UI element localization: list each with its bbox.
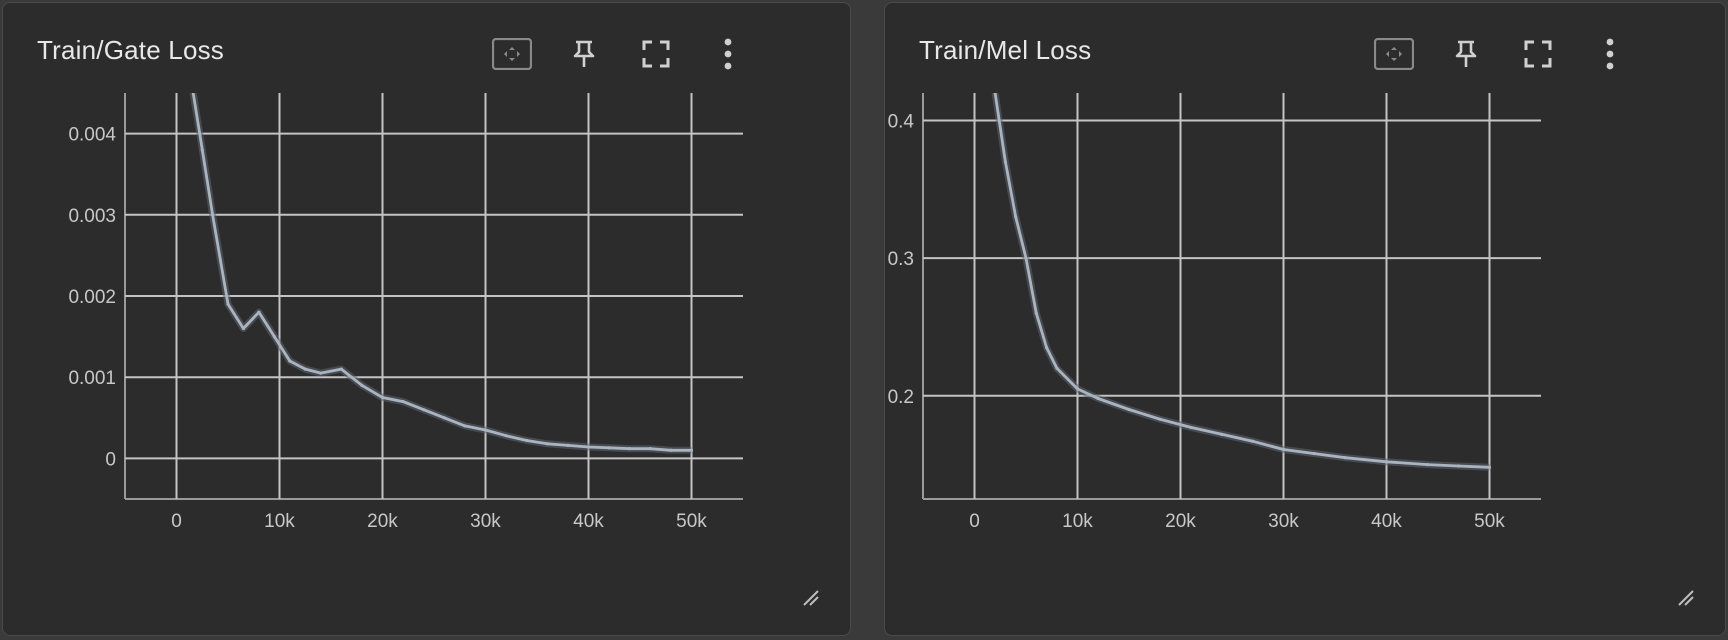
data-point: [1055, 366, 1059, 370]
series-raw-line: [189, 93, 692, 454]
series-line: [191, 93, 692, 452]
data-point: [380, 395, 385, 400]
data-point: [1127, 407, 1131, 412]
resize-handle-icon[interactable]: [802, 589, 820, 607]
data-point: [1024, 256, 1028, 260]
data-point: [190, 83, 193, 86]
x-tick-label: 10k: [1062, 511, 1093, 532]
data-point: [442, 416, 446, 420]
data-point: [303, 367, 307, 371]
data-point: [628, 447, 632, 451]
data-point: [545, 442, 549, 446]
data-point: [1457, 464, 1461, 468]
pin-icon[interactable]: [561, 31, 607, 77]
fullscreen-icon[interactable]: [1515, 31, 1561, 77]
data-point: [1189, 425, 1193, 430]
chart-title: Train/Mel Loss: [919, 35, 1092, 65]
data-point: [1096, 396, 1100, 401]
data-point: [1384, 460, 1389, 464]
x-tick-label: 10k: [264, 511, 295, 532]
data-point: [1281, 447, 1286, 452]
series-line: [993, 93, 1490, 469]
fit-domain-icon[interactable]: [1371, 31, 1417, 77]
x-tick-label: 0: [171, 511, 182, 532]
x-tick-label: 20k: [367, 511, 398, 532]
data-point: [607, 446, 611, 450]
x-tick-label: 0: [969, 511, 980, 532]
data-point: [1251, 439, 1255, 443]
data-point: [401, 399, 405, 404]
y-tick-label: 0.001: [68, 368, 116, 389]
data-point: [586, 445, 591, 449]
data-point: [1045, 346, 1049, 350]
data-point: [1220, 432, 1224, 436]
data-point: [669, 448, 673, 452]
data-point: [1034, 311, 1038, 315]
y-tick-label: 0.003: [68, 206, 116, 227]
chart-card-gate-loss: Train/Gate Loss 0 10k 20k 30k 40k 50k 0 0.001 0.…: [2, 2, 851, 636]
resize-handle-icon[interactable]: [1677, 589, 1695, 607]
data-point: [648, 447, 652, 451]
data-point: [210, 213, 215, 217]
data-point: [200, 148, 204, 152]
data-point: [422, 408, 426, 412]
data-point: [1158, 417, 1162, 421]
data-point: [1075, 387, 1080, 391]
plot-area[interactable]: 0 10k 20k 30k 40k 50k 0 0.001 0.002 0.003 0.004: [3, 3, 852, 637]
chart-title: Train/Gate Loss: [37, 35, 225, 65]
data-point: [288, 359, 292, 363]
x-tick-label: 50k: [1474, 511, 1505, 532]
y-tick-label: 0.2: [888, 387, 914, 408]
data-point: [1426, 462, 1430, 467]
data-point: [272, 335, 276, 339]
data-point: [1343, 456, 1347, 460]
data-point: [993, 93, 997, 95]
data-point: [504, 434, 508, 438]
data-point: [319, 371, 323, 375]
data-point: [339, 367, 343, 371]
data-point: [566, 443, 570, 448]
data-point: [1312, 451, 1316, 456]
data-point: [226, 302, 230, 306]
x-tick-label: 40k: [1371, 511, 1402, 532]
y-tick-label: 0: [105, 449, 116, 470]
data-point: [483, 428, 488, 432]
data-point: [257, 310, 261, 314]
y-tick-label: 0.3: [888, 249, 914, 270]
data-point: [689, 448, 694, 452]
data-point: [241, 326, 246, 331]
fit-domain-icon[interactable]: [489, 31, 535, 77]
data-point: [360, 383, 364, 387]
fullscreen-icon[interactable]: [633, 31, 679, 77]
data-point: [1003, 160, 1007, 164]
more-vert-icon[interactable]: [705, 31, 751, 77]
data-point: [525, 438, 529, 443]
data-point: [1487, 465, 1492, 469]
plot-area[interactable]: 0 10k 20k 30k 40k 50k 0.2 0.3 0.4: [885, 3, 1727, 637]
series-raw-line: [991, 93, 1490, 471]
y-tick-label: 0.002: [68, 287, 116, 308]
y-tick-label: 0.4: [888, 112, 915, 133]
y-tick-label: 0.004: [68, 125, 116, 146]
pin-icon[interactable]: [1443, 31, 1489, 77]
x-tick-label: 20k: [1165, 511, 1196, 532]
more-vert-icon[interactable]: [1587, 31, 1633, 77]
x-tick-label: 40k: [573, 511, 604, 532]
data-point: [463, 424, 467, 428]
data-point: [1014, 215, 1018, 219]
x-tick-label: 30k: [470, 511, 501, 532]
chart-card-mel-loss: Train/Mel Loss 0 10k 20k 30k 40k 50k 0.2 0.3 0.4: [884, 2, 1726, 636]
x-tick-label: 30k: [1268, 511, 1299, 532]
x-tick-label: 50k: [676, 511, 707, 532]
